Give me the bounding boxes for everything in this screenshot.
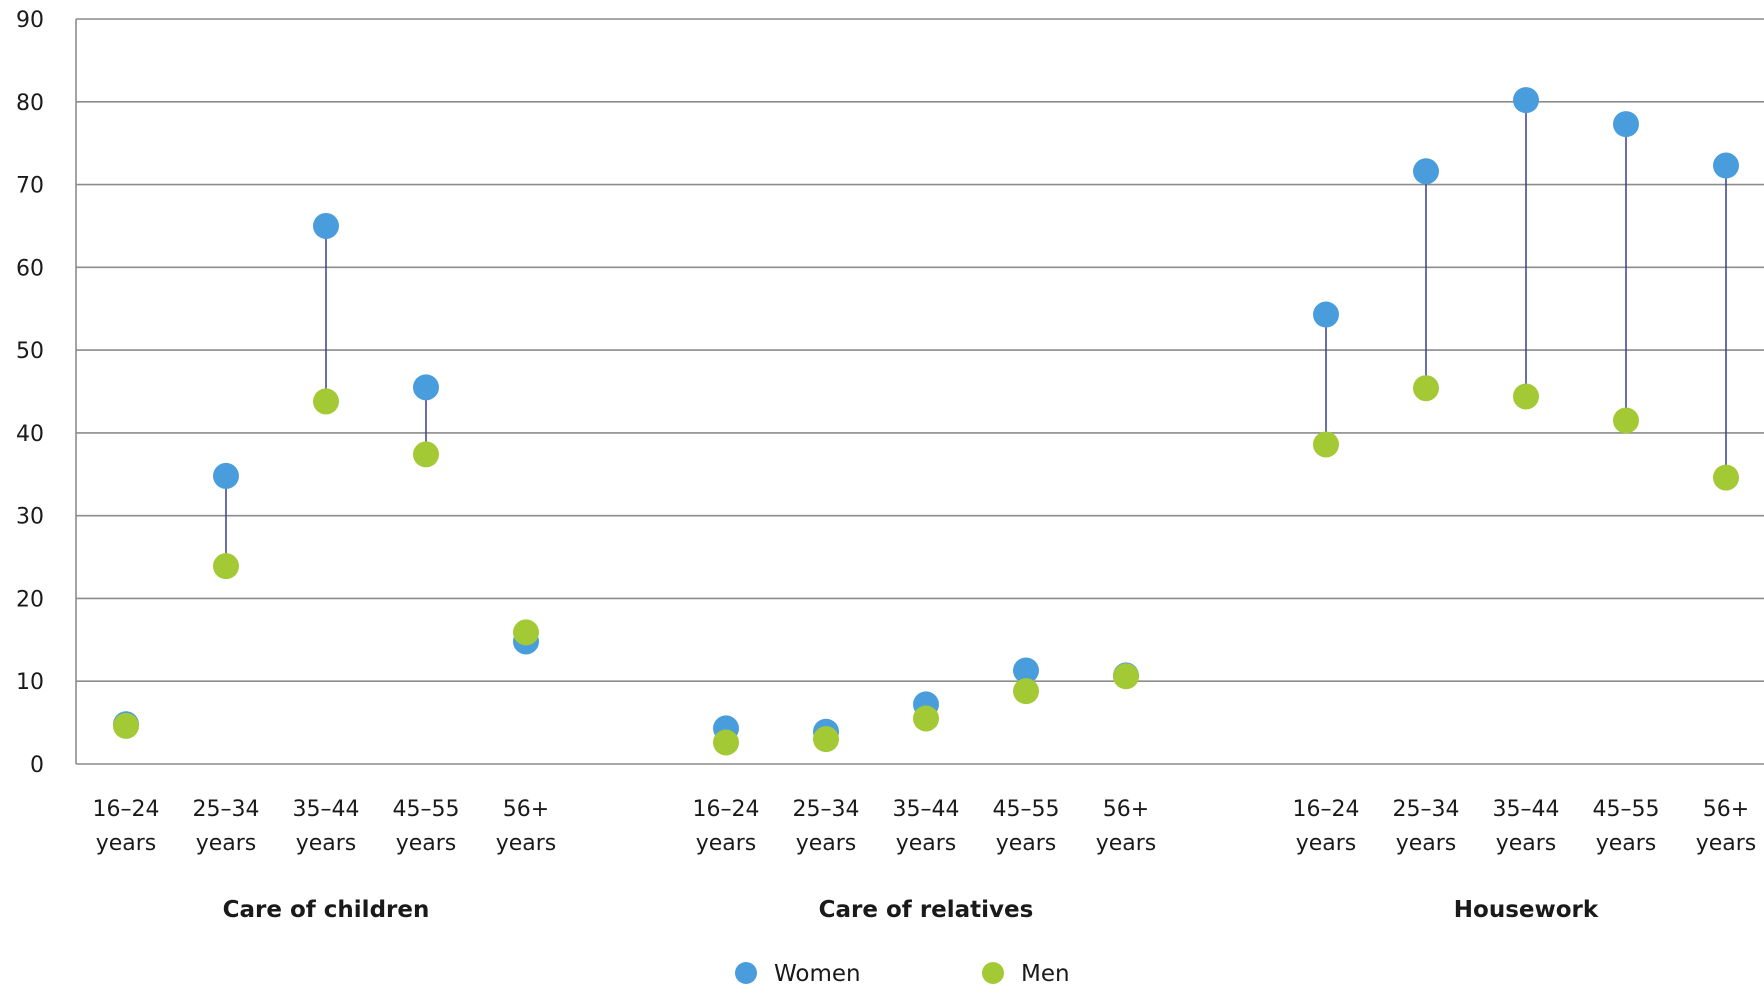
y-tick-label: 0 xyxy=(30,753,44,778)
y-tick-label: 90 xyxy=(16,8,44,33)
legend: Women Men xyxy=(735,961,1070,987)
point-men xyxy=(1313,431,1339,458)
x-category-label: 16–24 xyxy=(1293,797,1360,822)
point-men xyxy=(813,726,839,753)
y-tick-label: 50 xyxy=(16,339,44,364)
x-category-label: 56+ xyxy=(1703,797,1749,822)
x-category-label: 45–55 xyxy=(993,797,1060,822)
point-men xyxy=(1613,407,1639,434)
x-category-label: 16–24 xyxy=(93,797,160,822)
legend-label: Women xyxy=(774,961,861,985)
y-tick-label: 70 xyxy=(16,174,44,199)
group-label: Housework xyxy=(1454,897,1599,923)
x-category-label-unit: years xyxy=(1496,831,1557,856)
legend-swatch xyxy=(735,962,757,984)
x-category-label-unit: years xyxy=(496,831,557,856)
x-category-label-unit: years xyxy=(1596,831,1657,856)
x-category-label-unit: years xyxy=(996,831,1057,856)
group-label: Care of children xyxy=(223,897,430,923)
x-category-label-unit: years xyxy=(396,831,457,856)
y-tick-label: 10 xyxy=(16,670,44,695)
x-category-label: 25–34 xyxy=(793,797,860,822)
x-category-label-unit: years xyxy=(1296,831,1357,856)
point-women xyxy=(313,212,339,239)
point-men xyxy=(1713,464,1739,491)
x-category-label: 16–24 xyxy=(693,797,760,822)
x-category-label: 35–44 xyxy=(893,797,960,822)
legend-swatch xyxy=(982,962,1004,984)
gridlines xyxy=(76,18,1764,765)
point-men xyxy=(1513,383,1539,410)
point-men xyxy=(413,441,439,468)
point-women xyxy=(1013,657,1039,684)
x-category-label: 25–34 xyxy=(1393,797,1460,822)
y-tick-label: 30 xyxy=(16,505,44,530)
group-label: Care of relatives xyxy=(819,897,1034,923)
x-category-label: 45–55 xyxy=(393,797,460,822)
point-men xyxy=(1413,375,1439,402)
x-category-label: 56+ xyxy=(1103,797,1149,822)
x-category-label-unit: years xyxy=(96,831,157,856)
data-points xyxy=(113,87,1739,756)
x-category-label: 45–55 xyxy=(1593,797,1660,822)
point-men xyxy=(113,712,139,739)
point-women xyxy=(1513,87,1539,114)
point-men xyxy=(1013,678,1039,705)
connectors xyxy=(125,100,1727,743)
x-category-label: 35–44 xyxy=(293,797,360,822)
point-women xyxy=(1713,152,1739,179)
point-women xyxy=(413,374,439,401)
x-category-label-unit: years xyxy=(296,831,357,856)
x-category-label-unit: years xyxy=(1696,831,1757,856)
axes: 0 10 20 30 40 50 60 70 80 90 xyxy=(16,8,77,778)
x-category-label-unit: years xyxy=(696,831,757,856)
category-labels: 16–24 years 25–34 years 35–44 years 45–55 years… xyxy=(93,797,1757,923)
point-men xyxy=(213,553,239,580)
y-tick-label: 40 xyxy=(16,422,44,447)
x-category-label-unit: years xyxy=(196,831,257,856)
point-men xyxy=(1113,663,1139,690)
y-tick-label: 20 xyxy=(16,587,44,612)
point-women xyxy=(1613,111,1639,138)
x-category-label: 56+ xyxy=(503,797,549,822)
point-women xyxy=(213,462,239,489)
x-category-label-unit: years xyxy=(896,831,957,856)
point-women xyxy=(1313,301,1339,328)
x-category-label-unit: years xyxy=(796,831,857,856)
y-tick-label: 80 xyxy=(16,91,44,116)
x-category-label-unit: years xyxy=(1096,831,1157,856)
x-category-label: 35–44 xyxy=(1493,797,1560,822)
point-men xyxy=(313,388,339,415)
point-women xyxy=(1413,158,1439,185)
x-category-label: 25–34 xyxy=(193,797,260,822)
x-category-label-unit: years xyxy=(1396,831,1457,856)
y-tick-label: 60 xyxy=(16,256,44,281)
point-men xyxy=(713,729,739,756)
legend-label: Men xyxy=(1021,961,1070,985)
point-men xyxy=(913,705,939,732)
point-men xyxy=(513,619,539,646)
